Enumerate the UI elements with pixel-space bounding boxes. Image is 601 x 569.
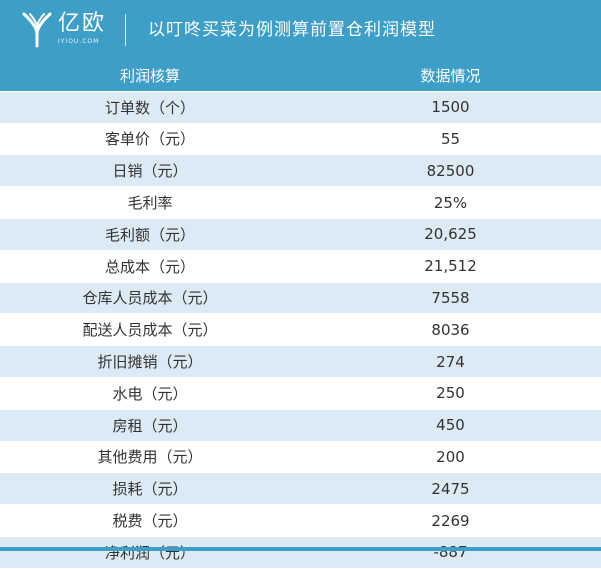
table-row: 毛利额（元） 20,625 bbox=[0, 218, 601, 251]
table-row: 净利润（元） -887 bbox=[0, 536, 601, 569]
row-label: 损耗（元） bbox=[0, 472, 300, 506]
row-label: 折旧摊销（元） bbox=[0, 345, 300, 378]
table-header-row: 利润核算 数据情况 bbox=[0, 60, 601, 92]
yiou-logo-icon bbox=[22, 12, 52, 48]
row-value: 8036 bbox=[300, 313, 601, 347]
header-bar: 亿欧 IYIOU.COM 以叮咚买菜为例测算前置仓利润模型 bbox=[0, 0, 601, 60]
row-label: 仓库人员成本（元） bbox=[0, 282, 300, 315]
table-row: 折旧摊销（元） 274 bbox=[0, 345, 601, 378]
table-row: 水电（元） 250 bbox=[0, 377, 601, 410]
row-label: 水电（元） bbox=[0, 377, 300, 410]
table-row: 客单价（元） 55 bbox=[0, 123, 601, 156]
row-value: 21,512 bbox=[300, 250, 601, 283]
row-value: 450 bbox=[300, 409, 601, 442]
row-value: 200 bbox=[300, 441, 601, 474]
table-row: 房租（元） 450 bbox=[0, 409, 601, 442]
row-label: 房租（元） bbox=[0, 409, 300, 442]
table-row: 订单数（个） 1500 bbox=[0, 91, 601, 124]
bottom-border bbox=[0, 547, 601, 551]
row-label: 客单价（元） bbox=[0, 123, 300, 156]
row-label: 毛利率 bbox=[0, 186, 300, 219]
row-value: 250 bbox=[300, 377, 601, 410]
column-header-profit: 利润核算 bbox=[0, 60, 300, 92]
row-value: 1500 bbox=[300, 91, 601, 124]
row-label: 净利润（元） bbox=[0, 536, 300, 569]
table-row: 日销（元） 82500 bbox=[0, 154, 601, 188]
row-value: 25% bbox=[300, 186, 601, 219]
page-title: 以叮咚买菜为例测算前置仓利润模型 bbox=[148, 20, 436, 40]
row-label: 其他费用（元） bbox=[0, 441, 300, 474]
row-value: 2269 bbox=[300, 504, 601, 537]
row-value: 55 bbox=[300, 123, 601, 156]
table-row: 税费（元） 2269 bbox=[0, 504, 601, 537]
row-value: 274 bbox=[300, 345, 601, 378]
table-row: 总成本（元） 21,512 bbox=[0, 250, 601, 283]
table-row: 毛利率 25% bbox=[0, 186, 601, 219]
row-value: 2475 bbox=[300, 472, 601, 506]
row-label: 总成本（元） bbox=[0, 250, 300, 283]
row-value: -887 bbox=[300, 536, 601, 569]
row-label: 配送人员成本（元） bbox=[0, 313, 300, 347]
row-label: 税费（元） bbox=[0, 504, 300, 537]
table-body: 订单数（个） 1500 客单价（元） 55 日销（元） 82500 毛利率 25% 毛利额（元）… bbox=[0, 91, 601, 569]
row-label: 日销（元） bbox=[0, 154, 300, 188]
row-value: 20,625 bbox=[300, 218, 601, 251]
profit-table: 利润核算 数据情况 订单数（个） 1500 客单价（元） 55 日销（元） 82500 毛利… bbox=[0, 60, 601, 569]
table-row: 配送人员成本（元） 8036 bbox=[0, 313, 601, 347]
row-value: 82500 bbox=[300, 154, 601, 188]
logo-subtext: IYIOU.COM bbox=[58, 38, 100, 45]
logo-text: 亿欧 bbox=[58, 11, 107, 36]
table-row: 仓库人员成本（元） 7558 bbox=[0, 282, 601, 315]
table-row: 损耗（元） 2475 bbox=[0, 472, 601, 506]
column-header-data: 数据情况 bbox=[300, 60, 601, 92]
header-divider bbox=[125, 14, 126, 46]
table-row: 其他费用（元） 200 bbox=[0, 441, 601, 474]
row-value: 7558 bbox=[300, 282, 601, 315]
row-label: 毛利额（元） bbox=[0, 218, 300, 251]
row-label: 订单数（个） bbox=[0, 91, 300, 124]
